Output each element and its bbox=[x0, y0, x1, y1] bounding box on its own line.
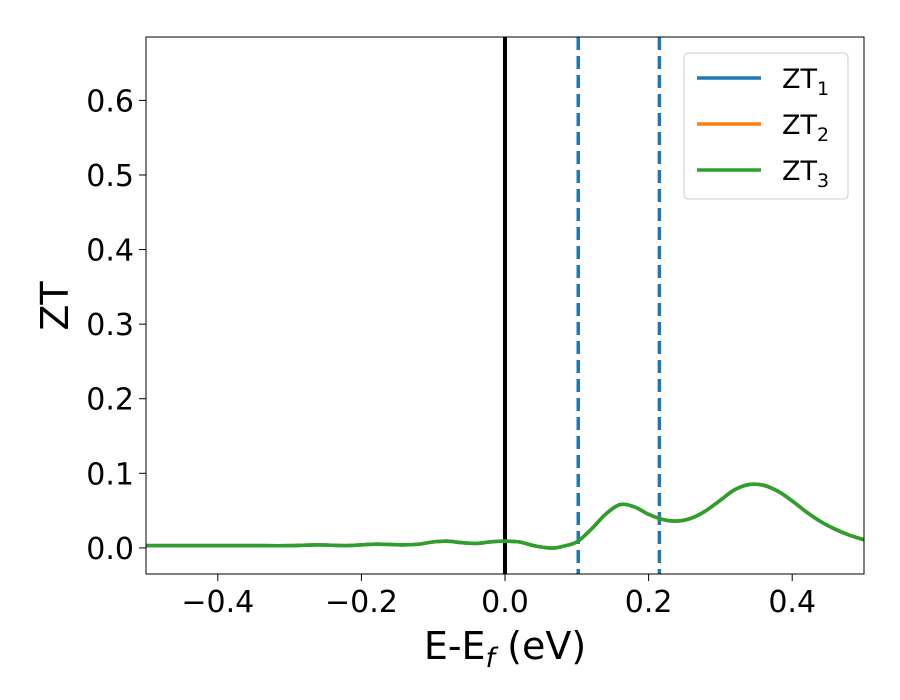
x-tick-label: 0.4 bbox=[768, 585, 816, 620]
x-axis-title: E-Ef (eV) bbox=[424, 624, 586, 674]
legend-label-subscript: 1 bbox=[817, 78, 829, 100]
legend-frame bbox=[683, 52, 849, 200]
legend-label-subscript: 2 bbox=[817, 124, 829, 146]
legend-label-3: ZT3 bbox=[782, 156, 829, 192]
y-tick-label: 0.6 bbox=[86, 84, 134, 119]
legend-label-2: ZT2 bbox=[782, 110, 829, 146]
legend-label-main: ZT bbox=[782, 156, 817, 187]
y-tick-label: 0.1 bbox=[86, 457, 134, 492]
y-tick-label: 0.5 bbox=[86, 159, 134, 194]
y-tick-label: 0.3 bbox=[86, 308, 134, 343]
series-line-3 bbox=[146, 482, 864, 550]
x-tick-label: 0.0 bbox=[481, 585, 529, 620]
series-lines bbox=[146, 482, 864, 550]
x-tick-label: −0.4 bbox=[181, 585, 254, 620]
reference-lines bbox=[503, 37, 662, 574]
legend-label-subscript: 3 bbox=[817, 170, 829, 192]
y-tick-label: 0.0 bbox=[86, 532, 134, 567]
x-axis: −0.4 −0.2 0.0 0.2 0.4 bbox=[181, 574, 816, 620]
x-tick-label: −0.2 bbox=[325, 585, 398, 620]
legend-label-main: ZT bbox=[782, 64, 817, 95]
y-axis: 0.0 0.1 0.2 0.3 0.4 0.5 0.6 bbox=[86, 84, 146, 567]
x-axis-title-unit: (eV) bbox=[495, 624, 586, 668]
legend-label-main: ZT bbox=[782, 110, 817, 141]
y-tick-label: 0.4 bbox=[86, 234, 134, 269]
x-axis-title-main: E-E bbox=[424, 624, 486, 668]
x-tick-label: 0.2 bbox=[625, 585, 673, 620]
y-tick-label: 0.2 bbox=[86, 383, 134, 418]
y-axis-title: ZT bbox=[33, 281, 77, 331]
legend-label-1: ZT1 bbox=[782, 64, 829, 100]
